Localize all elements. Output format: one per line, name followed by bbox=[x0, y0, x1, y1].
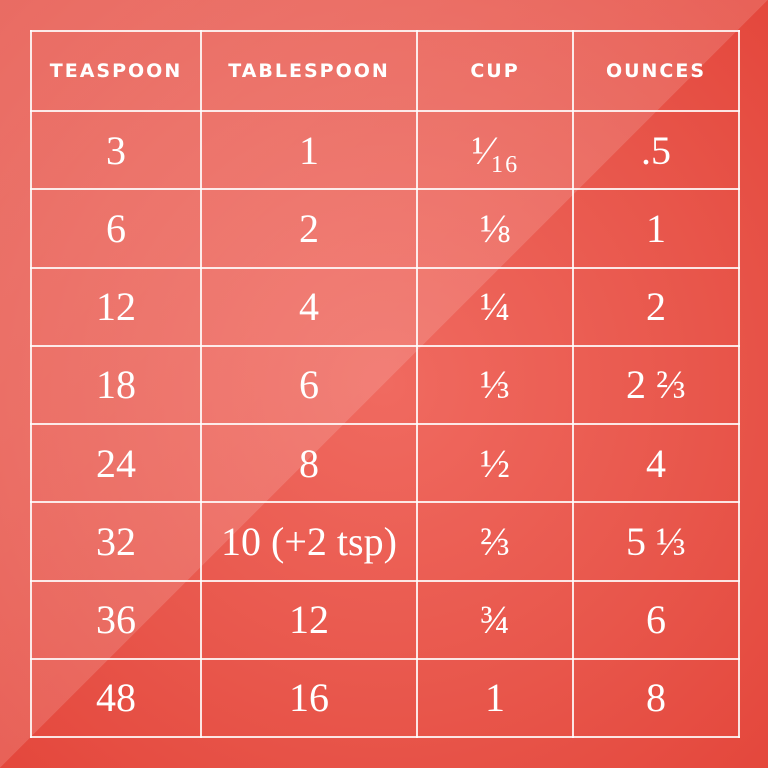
table-cell: 12 bbox=[200, 579, 418, 660]
table-cell: 4 bbox=[200, 266, 418, 347]
table-cell: 6 bbox=[30, 188, 202, 269]
header-row: TEASPOON TABLESPOON CUP OUNCES bbox=[30, 30, 740, 112]
table-row: 48 16 1 8 bbox=[30, 657, 740, 739]
table-row: 24 8 ½ 4 bbox=[30, 422, 740, 504]
table-cell: 48 bbox=[30, 657, 202, 739]
conversion-table: TEASPOON TABLESPOON CUP OUNCES 3 1 ¹⁄₁₆ .5 6 2 ⅛ 1… bbox=[30, 30, 740, 739]
table-body: 3 1 ¹⁄₁₆ .5 6 2 ⅛ 1 12 4 ¼ 2 18 6 ⅓ 2 ⅔ 24 8 ½ 4 32 10 (+2 ts… bbox=[30, 109, 740, 739]
table-row: 36 12 ¾ 6 bbox=[30, 579, 740, 660]
table-cell: 18 bbox=[30, 344, 202, 426]
table-cell: 2 ⅔ bbox=[572, 344, 740, 426]
table-cell: 3 bbox=[30, 109, 202, 191]
table-cell: 1 bbox=[416, 657, 574, 739]
column-header: CUP bbox=[416, 30, 574, 112]
table-cell: ¾ bbox=[416, 579, 574, 660]
table-cell: 8 bbox=[572, 657, 740, 739]
table-cell: 12 bbox=[30, 266, 202, 347]
table-cell: ⅛ bbox=[416, 188, 574, 269]
table-cell: ⅓ bbox=[416, 344, 574, 426]
table-cell: 8 bbox=[200, 422, 418, 504]
table-cell: ¼ bbox=[416, 266, 574, 347]
table-cell: 6 bbox=[572, 579, 740, 660]
table-cell: 16 bbox=[200, 657, 418, 739]
column-header: TABLESPOON bbox=[200, 30, 418, 112]
table-cell: 1 bbox=[572, 188, 740, 269]
table-cell: ½ bbox=[416, 422, 574, 504]
table-header: TEASPOON TABLESPOON CUP OUNCES bbox=[30, 30, 740, 112]
table-cell: 2 bbox=[572, 266, 740, 347]
table-cell: ⅔ bbox=[416, 501, 574, 582]
column-header: TEASPOON bbox=[30, 30, 202, 112]
table-row: 18 6 ⅓ 2 ⅔ bbox=[30, 344, 740, 426]
table-cell: .5 bbox=[572, 109, 740, 191]
table-cell: 24 bbox=[30, 422, 202, 504]
table-row: 3 1 ¹⁄₁₆ .5 bbox=[30, 109, 740, 191]
table-cell: 1 bbox=[200, 109, 418, 191]
column-header: OUNCES bbox=[572, 30, 740, 112]
table-cell: 10 (+2 tsp) bbox=[200, 501, 418, 582]
table-cell: 5 ⅓ bbox=[572, 501, 740, 582]
table-row: 32 10 (+2 tsp) ⅔ 5 ⅓ bbox=[30, 501, 740, 582]
table-cell: 2 bbox=[200, 188, 418, 269]
table-cell: 4 bbox=[572, 422, 740, 504]
table-row: 12 4 ¼ 2 bbox=[30, 266, 740, 347]
table-cell: ¹⁄₁₆ bbox=[416, 109, 574, 191]
table-cell: 6 bbox=[200, 344, 418, 426]
table-cell: 36 bbox=[30, 579, 202, 660]
table-cell: 32 bbox=[30, 501, 202, 582]
